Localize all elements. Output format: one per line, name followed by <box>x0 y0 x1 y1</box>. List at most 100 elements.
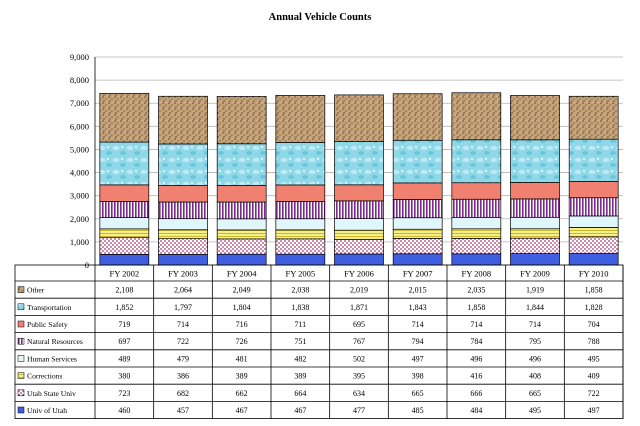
data-label: 784 <box>470 337 482 346</box>
bar-segment-corrections <box>275 229 326 240</box>
bar-segment-public-safety <box>392 182 443 200</box>
bar-segment-utah-state-univ <box>334 238 384 255</box>
y-tick-label: 6,000 <box>70 121 89 131</box>
data-label: 711 <box>294 320 306 329</box>
legend-swatch-natural-resources <box>17 337 25 345</box>
bar-segment-utah-state-univ <box>158 238 208 255</box>
data-label: 794 <box>412 337 424 346</box>
chart-title: Annual Vehicle Counts <box>269 12 372 23</box>
legend-label-human-services: Human Services <box>27 354 77 363</box>
data-label: 1,852 <box>115 303 133 312</box>
bar-segment-univ-of-utah <box>510 253 560 266</box>
x-category-label: FY 2004 <box>227 269 257 279</box>
data-label: 2,015 <box>409 286 427 295</box>
data-label: 1,858 <box>467 303 485 312</box>
bar-segment-transportation <box>275 142 326 186</box>
bar-segment-utah-state-univ <box>216 238 267 255</box>
data-label: 682 <box>177 389 189 398</box>
bar-segment-human-services <box>568 215 619 228</box>
bar-segment-other <box>216 96 267 145</box>
y-tick-label: 7,000 <box>70 98 89 108</box>
data-label: 495 <box>529 406 541 415</box>
bar-segment-univ-of-utah <box>451 253 502 266</box>
data-label: 704 <box>588 320 600 329</box>
x-category-label: FY 2006 <box>344 269 374 279</box>
y-tick-label: 3,000 <box>70 191 89 201</box>
data-label: 484 <box>470 406 482 415</box>
legend-swatch-public-safety <box>17 320 25 328</box>
bar-segment-public-safety <box>99 184 150 202</box>
bar-segment-univ-of-utah <box>99 254 150 266</box>
data-label: 664 <box>294 389 306 398</box>
bar-segment-utah-state-univ <box>451 238 502 255</box>
data-label: 1,838 <box>291 303 309 312</box>
data-label: 467 <box>236 406 248 415</box>
legend-label-corrections: Corrections <box>27 372 62 381</box>
data-label: 2,035 <box>467 286 485 295</box>
bar-segment-corrections <box>99 228 150 239</box>
bar-segment-corrections <box>568 227 619 238</box>
bar-segment-public-safety <box>510 182 560 200</box>
y-tick-label: 1,000 <box>70 237 89 247</box>
data-label: 722 <box>588 389 600 398</box>
x-category-label: FY 2002 <box>109 269 139 279</box>
legend-label-public-safety: Public Safety <box>27 320 68 329</box>
y-tick-label: 8,000 <box>70 75 89 85</box>
bar-segment-other <box>275 95 326 143</box>
data-label: 716 <box>236 320 248 329</box>
data-label: 2,019 <box>350 286 368 295</box>
legend-swatch-univ-of-utah <box>17 406 25 414</box>
bar-segment-corrections <box>392 228 443 239</box>
data-label: 380 <box>118 372 130 381</box>
legend-swatch-utah-state-univ <box>17 389 25 397</box>
bar-segment-corrections <box>510 228 560 239</box>
bar-segment-other <box>510 95 560 141</box>
bar-segment-univ-of-utah <box>568 253 619 266</box>
data-label: 751 <box>294 337 306 346</box>
bar-segment-other <box>451 92 502 141</box>
bar-segment-transportation <box>510 139 560 183</box>
x-category-label: FY 2003 <box>168 269 198 279</box>
bar-segment-natural-resources <box>216 201 267 220</box>
data-label: 398 <box>412 372 424 381</box>
data-label: 726 <box>236 337 248 346</box>
data-label: 409 <box>588 372 600 381</box>
data-label: 788 <box>588 337 600 346</box>
data-label: 666 <box>470 389 482 398</box>
bar-segment-corrections <box>334 229 384 240</box>
bar-segment-human-services <box>334 218 384 231</box>
data-label: 477 <box>353 406 365 415</box>
bar-segment-natural-resources <box>334 200 384 219</box>
legend-label-univ-of-utah: Univ of Utah <box>27 406 67 415</box>
bar-segment-other <box>158 95 208 145</box>
bar-segment-univ-of-utah <box>334 253 384 266</box>
bar-segment-natural-resources <box>99 201 150 218</box>
data-label: 1,844 <box>526 303 544 312</box>
bar-segment-natural-resources <box>158 201 208 220</box>
data-label: 722 <box>177 337 189 346</box>
legend-swatch-corrections <box>17 372 25 379</box>
data-label: 497 <box>412 354 424 363</box>
bar-segment-human-services <box>275 218 326 231</box>
bar-segment-utah-state-univ <box>99 237 150 255</box>
data-label: 467 <box>294 406 306 415</box>
data-label: 767 <box>353 337 365 346</box>
data-label: 1,919 <box>526 286 544 295</box>
y-tick-label: 4,000 <box>70 168 89 178</box>
legend-swatch-other <box>17 286 25 293</box>
bar-segment-natural-resources <box>451 198 502 218</box>
bar-segment-transportation <box>568 138 619 182</box>
bar-segment-natural-resources <box>568 197 619 217</box>
data-label: 719 <box>118 320 130 329</box>
bar-segment-corrections <box>451 228 502 239</box>
data-label: 695 <box>353 320 365 329</box>
data-label: 714 <box>529 320 541 329</box>
bar-segment-transportation <box>216 143 267 186</box>
data-label: 485 <box>412 406 424 415</box>
data-label: 1,858 <box>585 286 603 295</box>
data-label: 460 <box>118 406 130 415</box>
bar-segment-other <box>99 92 150 143</box>
bar-segment-human-services <box>451 216 502 230</box>
bar-segment-natural-resources <box>392 199 443 219</box>
